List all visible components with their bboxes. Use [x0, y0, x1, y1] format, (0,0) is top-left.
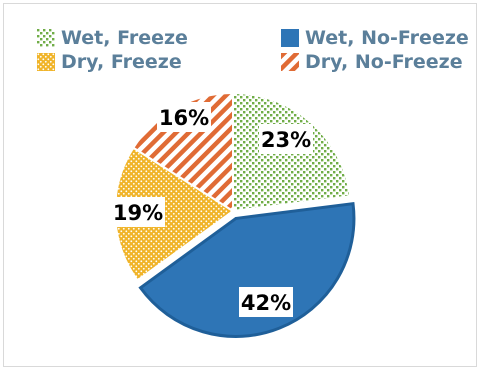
data-label: 19%: [113, 201, 163, 225]
legend-label-dry-nofreeze: Dry, No-Freeze: [305, 51, 463, 73]
legend-item-dry-freeze: Dry, Freeze: [37, 51, 182, 73]
data-label: 42%: [241, 291, 291, 315]
legend-label-dry-freeze: Dry, Freeze: [61, 51, 182, 73]
legend-item-wet-nofreeze: Wet, No-Freeze: [281, 27, 469, 49]
legend-item-dry-nofreeze: Dry, No-Freeze: [281, 51, 463, 73]
legend-item-wet-freeze: Wet, Freeze: [37, 27, 188, 49]
legend-swatch-wet-nofreeze: [281, 29, 299, 47]
data-label-box: [239, 287, 293, 317]
pie-slice-wet-no-freeze: [138, 201, 356, 338]
data-label-box: [259, 124, 313, 154]
legend-label-wet-freeze: Wet, Freeze: [61, 27, 188, 49]
legend-label-wet-nofreeze: Wet, No-Freeze: [305, 27, 469, 49]
data-label: 16%: [159, 106, 209, 130]
data-label-box: [157, 102, 211, 132]
data-label-box: [111, 197, 165, 227]
legend-swatch-dry-nofreeze: [281, 53, 299, 71]
legend-swatch-wet-freeze: [37, 29, 55, 47]
data-label: 23%: [261, 128, 311, 152]
legend-swatch-dry-freeze: [37, 53, 55, 71]
